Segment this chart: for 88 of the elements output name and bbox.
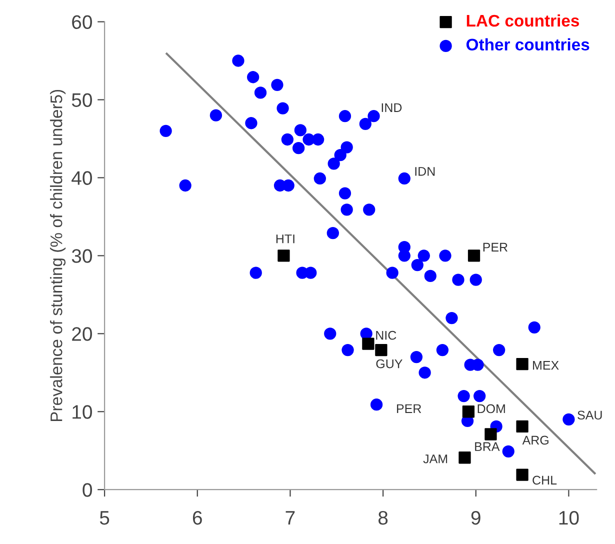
x-tick-label: 8 [378, 510, 388, 525]
point [281, 133, 294, 146]
point [324, 328, 336, 340]
point [250, 266, 262, 279]
y-tick-label: 50 [72, 93, 92, 107]
point [179, 179, 192, 192]
point [326, 226, 339, 240]
x-tick-label: 5 [100, 511, 110, 525]
point [446, 312, 458, 324]
annotation: GUY [376, 359, 402, 368]
point [314, 172, 326, 185]
point [254, 86, 267, 99]
point [294, 124, 306, 136]
point [363, 204, 376, 216]
point [418, 366, 431, 379]
point [312, 133, 324, 146]
y-tick-label: 10 [72, 405, 92, 419]
point [160, 124, 172, 137]
point [516, 420, 528, 433]
annotation: DOM [478, 404, 505, 414]
annotation: CHL [532, 476, 557, 485]
point [418, 250, 430, 262]
point [398, 172, 410, 185]
point [458, 452, 471, 464]
annotation: HTI [276, 234, 294, 244]
point [368, 110, 380, 122]
annotation: BRA [475, 442, 500, 451]
point [271, 78, 284, 91]
point [276, 102, 289, 114]
point [410, 350, 423, 364]
x-tick-label: 7 [286, 511, 295, 525]
point [292, 142, 305, 154]
x-tick-label: 9 [471, 510, 480, 525]
point [516, 468, 528, 481]
point [468, 250, 480, 262]
point [386, 266, 398, 279]
point [516, 358, 528, 370]
point [436, 344, 449, 356]
y-tick-label: 0 [82, 483, 92, 497]
annotation: IDN [415, 167, 435, 176]
point [470, 274, 482, 286]
y-tick-label: 40 [72, 171, 92, 185]
point [424, 270, 436, 282]
legend-label: Other countries [466, 38, 590, 51]
point [338, 187, 352, 200]
point [493, 344, 506, 356]
point [334, 149, 346, 162]
point [210, 109, 222, 122]
point [328, 158, 340, 170]
point [340, 204, 353, 216]
point [359, 118, 372, 130]
annotation: JAM [423, 454, 448, 464]
point [375, 344, 388, 356]
point [362, 338, 374, 350]
annotation: PER [397, 404, 422, 413]
point [474, 390, 486, 402]
point [562, 413, 575, 426]
annotation: NIC [376, 330, 396, 340]
point [232, 54, 244, 67]
y-tick-label: 20 [72, 327, 92, 341]
point [484, 428, 497, 440]
point [528, 321, 540, 334]
point [370, 398, 383, 411]
point [452, 274, 464, 286]
annotation: SAU [578, 410, 602, 420]
annotation: MEX [533, 361, 559, 370]
annotation: PER [483, 242, 508, 252]
annotation: ARG [522, 436, 548, 445]
x-tick-label: 6 [192, 510, 202, 525]
y-tick-label: 30 [72, 249, 92, 263]
point [439, 250, 452, 262]
point [245, 117, 258, 130]
point [278, 250, 290, 262]
point [342, 344, 354, 356]
point [304, 266, 317, 279]
x-tick-label: 10 [559, 510, 579, 525]
annotation: IND [382, 103, 402, 112]
legend-label: LAC countries [466, 14, 580, 27]
y-tick-label: 60 [72, 15, 92, 29]
point [411, 258, 424, 272]
point [458, 390, 470, 402]
point [340, 141, 353, 154]
point [462, 406, 475, 418]
y-axis-title: Prevalence of stunting (% of children under5) [50, 90, 66, 422]
point [502, 445, 514, 458]
point [247, 71, 260, 84]
point [338, 110, 352, 122]
point [398, 250, 410, 262]
